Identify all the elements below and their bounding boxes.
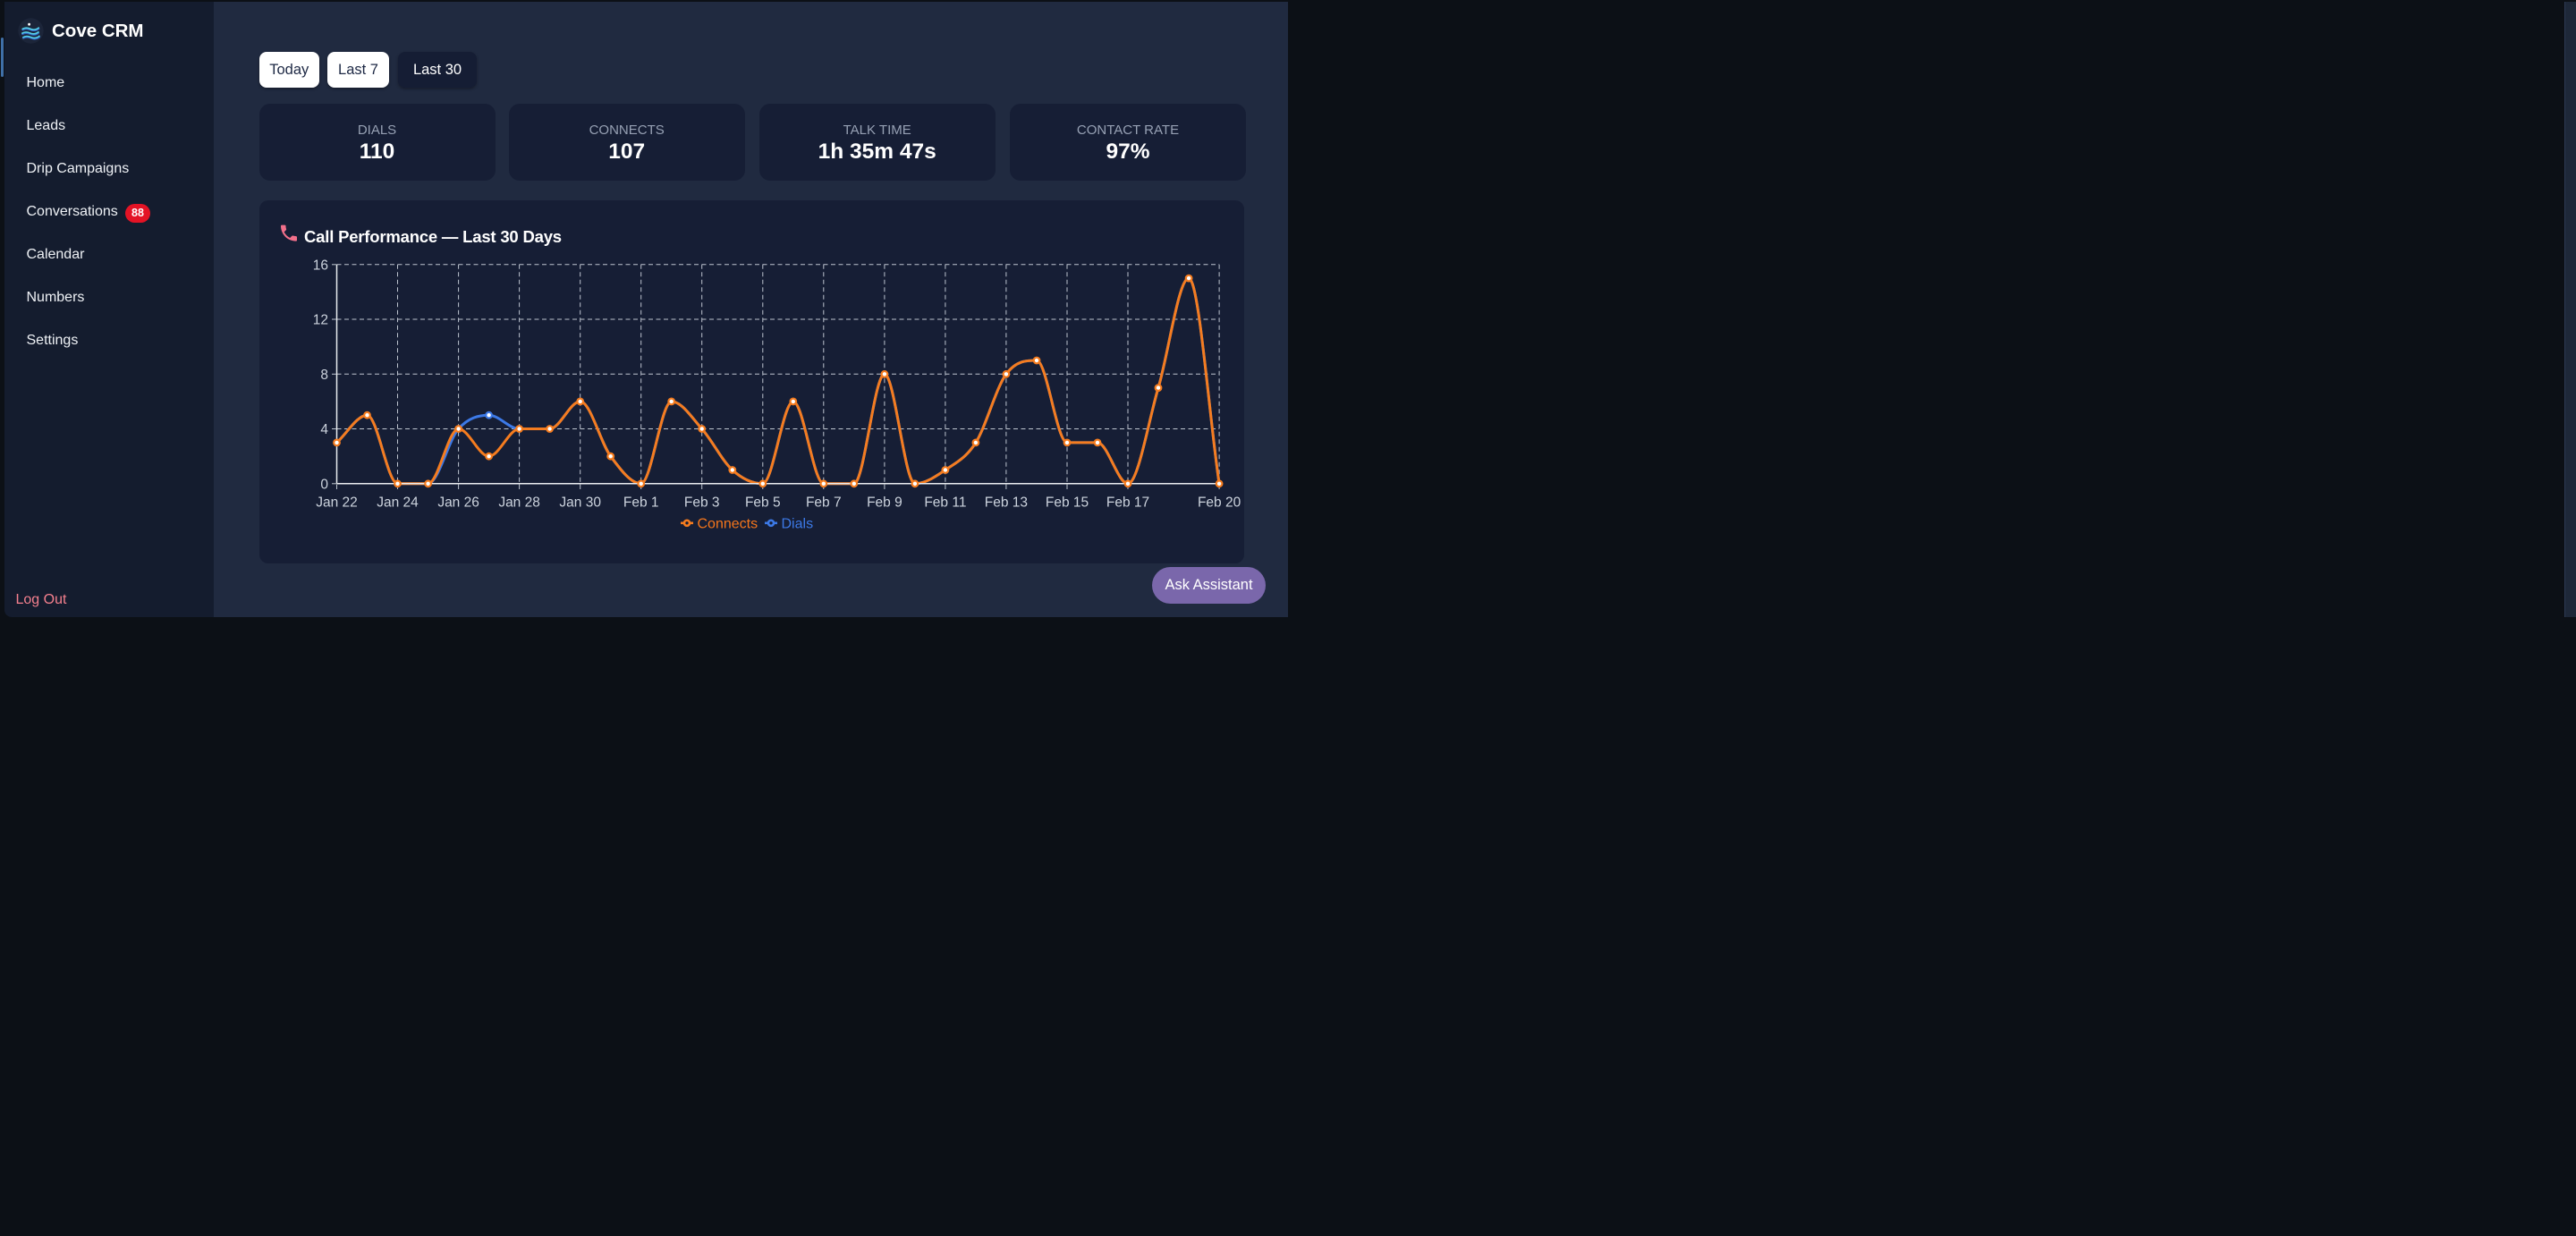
svg-text:Feb 7: Feb 7 [806, 495, 842, 511]
svg-text:12: 12 [313, 313, 328, 328]
svg-text:Feb 3: Feb 3 [684, 495, 720, 511]
svg-text:Feb 15: Feb 15 [1046, 495, 1089, 511]
svg-text:Dials: Dials [782, 516, 814, 531]
svg-text:Connects: Connects [698, 516, 758, 531]
svg-text:Feb 9: Feb 9 [867, 495, 902, 511]
svg-text:Jan 28: Jan 28 [498, 495, 540, 511]
svg-text:Jan 26: Jan 26 [437, 495, 479, 511]
svg-text:8: 8 [320, 368, 328, 383]
svg-text:Jan 24: Jan 24 [377, 495, 419, 511]
svg-text:Feb 20: Feb 20 [1198, 495, 1241, 511]
svg-text:Feb 13: Feb 13 [985, 495, 1028, 511]
svg-text:Feb 1: Feb 1 [623, 495, 659, 511]
svg-text:0: 0 [320, 477, 328, 492]
svg-text:Feb 17: Feb 17 [1106, 495, 1149, 511]
svg-text:4: 4 [320, 422, 328, 437]
svg-text:Jan 22: Jan 22 [316, 495, 358, 511]
svg-text:Jan 30: Jan 30 [559, 495, 601, 511]
svg-text:Feb 11: Feb 11 [924, 495, 966, 511]
svg-text:16: 16 [313, 258, 328, 273]
svg-text:Feb 5: Feb 5 [745, 495, 781, 511]
